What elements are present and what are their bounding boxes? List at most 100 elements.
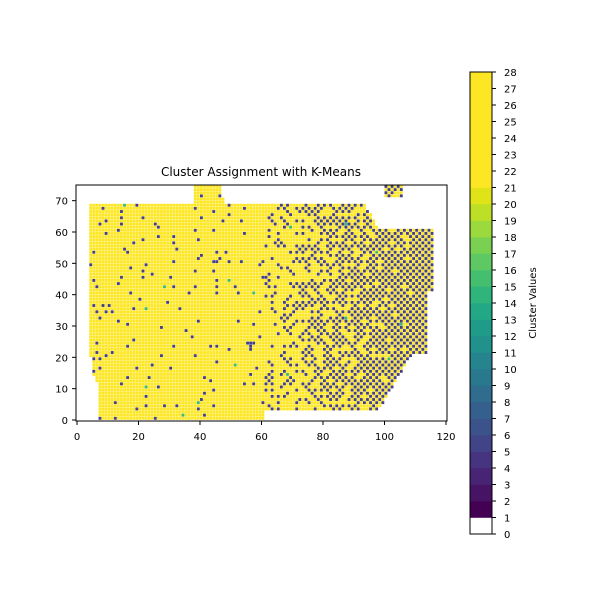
heatmap-cell bbox=[89, 341, 93, 345]
heatmap-cell bbox=[307, 385, 311, 389]
heatmap-cell bbox=[270, 294, 274, 298]
heatmap-cell bbox=[172, 379, 176, 383]
heatmap-cell bbox=[344, 316, 348, 320]
heatmap-cell bbox=[341, 407, 345, 411]
heatmap-cell bbox=[227, 319, 231, 323]
heatmap-cell bbox=[153, 285, 157, 289]
heatmap-cell bbox=[200, 285, 203, 289]
heatmap-cell bbox=[390, 338, 394, 342]
heatmap-cell bbox=[384, 288, 388, 292]
heatmap-cell bbox=[181, 319, 185, 323]
heatmap-cell bbox=[224, 363, 228, 367]
heatmap-cell bbox=[218, 335, 222, 339]
heatmap-cell bbox=[212, 275, 216, 279]
heatmap-cell bbox=[344, 338, 348, 342]
heatmap-cell bbox=[107, 297, 111, 301]
heatmap-cell bbox=[144, 404, 148, 408]
heatmap-cell bbox=[381, 394, 385, 398]
heatmap-cell bbox=[132, 282, 136, 286]
heatmap-cell bbox=[258, 388, 262, 392]
heatmap-cell bbox=[393, 332, 397, 336]
heatmap-cell bbox=[258, 266, 262, 270]
heatmap-cell bbox=[375, 401, 379, 405]
heatmap-cell bbox=[279, 275, 283, 279]
heatmap-cell bbox=[175, 316, 179, 320]
heatmap-cell bbox=[393, 282, 397, 286]
heatmap-cell bbox=[98, 366, 102, 370]
heatmap-cell bbox=[356, 354, 360, 358]
heatmap-cell bbox=[246, 319, 249, 323]
heatmap-cell bbox=[163, 413, 166, 417]
heatmap-cell bbox=[203, 347, 206, 351]
heatmap-cell bbox=[399, 369, 403, 373]
heatmap-cell bbox=[409, 279, 412, 282]
heatmap-cell bbox=[209, 382, 213, 386]
heatmap-cell bbox=[110, 275, 114, 279]
heatmap-cell bbox=[313, 266, 317, 270]
heatmap-cell bbox=[406, 354, 409, 358]
heatmap-cell bbox=[393, 354, 397, 358]
heatmap-cell bbox=[384, 373, 388, 376]
heatmap-cell bbox=[356, 398, 360, 401]
heatmap-cell bbox=[175, 385, 179, 389]
heatmap-cell bbox=[329, 385, 332, 389]
heatmap-cell bbox=[209, 275, 213, 279]
heatmap-cell bbox=[233, 275, 237, 279]
heatmap-cell bbox=[172, 316, 176, 320]
heatmap-cell bbox=[366, 338, 369, 342]
heatmap-cell bbox=[406, 294, 409, 298]
heatmap-cell bbox=[141, 269, 145, 273]
heatmap-cell bbox=[110, 416, 114, 420]
heatmap-cell bbox=[430, 285, 434, 289]
heatmap-cell bbox=[347, 316, 351, 320]
heatmap-cell bbox=[193, 404, 197, 408]
heatmap-cell bbox=[187, 382, 191, 386]
heatmap-cell bbox=[98, 388, 102, 392]
heatmap-cell bbox=[230, 266, 234, 270]
heatmap-cell bbox=[110, 382, 114, 386]
heatmap-cell bbox=[132, 329, 136, 333]
heatmap-cell bbox=[95, 304, 99, 307]
heatmap-cell bbox=[218, 401, 222, 405]
heatmap-cell bbox=[323, 338, 326, 342]
heatmap-cell bbox=[178, 288, 182, 292]
heatmap-cell bbox=[276, 351, 280, 354]
heatmap-cell bbox=[193, 288, 197, 292]
heatmap-cell bbox=[203, 297, 206, 301]
heatmap-cell bbox=[415, 291, 419, 295]
heatmap-cell bbox=[116, 394, 120, 398]
heatmap-cell bbox=[230, 379, 234, 383]
heatmap-cell bbox=[372, 332, 376, 336]
heatmap-cell bbox=[218, 394, 222, 398]
heatmap-cell bbox=[261, 335, 265, 339]
heatmap-cell bbox=[396, 326, 400, 329]
heatmap-cell bbox=[396, 341, 400, 345]
heatmap-cell bbox=[326, 382, 329, 386]
heatmap-cell bbox=[283, 282, 286, 286]
heatmap-cell bbox=[120, 379, 123, 383]
heatmap-cell bbox=[375, 385, 379, 389]
heatmap-cell bbox=[104, 285, 108, 289]
heatmap-cell bbox=[341, 394, 345, 398]
heatmap-cell bbox=[359, 294, 363, 298]
heatmap-cell bbox=[138, 410, 142, 414]
heatmap-cell bbox=[153, 326, 157, 329]
heatmap-cell bbox=[172, 351, 176, 354]
heatmap-cell bbox=[116, 332, 120, 336]
heatmap-cell bbox=[172, 326, 176, 329]
heatmap-cell bbox=[113, 297, 117, 301]
heatmap-cell bbox=[344, 322, 348, 326]
heatmap-cell bbox=[393, 322, 397, 326]
heatmap-cell bbox=[184, 391, 188, 395]
heatmap-cell bbox=[153, 363, 157, 367]
heatmap-cell bbox=[233, 369, 237, 373]
heatmap-cell bbox=[252, 326, 256, 329]
heatmap-cell bbox=[396, 285, 400, 289]
heatmap-cell bbox=[356, 338, 360, 342]
heatmap-cell bbox=[304, 360, 308, 364]
heatmap-cell bbox=[135, 344, 139, 348]
heatmap-cell bbox=[341, 269, 345, 273]
heatmap-cell bbox=[335, 279, 339, 282]
heatmap-cell bbox=[310, 376, 314, 380]
heatmap-cell bbox=[138, 341, 142, 345]
